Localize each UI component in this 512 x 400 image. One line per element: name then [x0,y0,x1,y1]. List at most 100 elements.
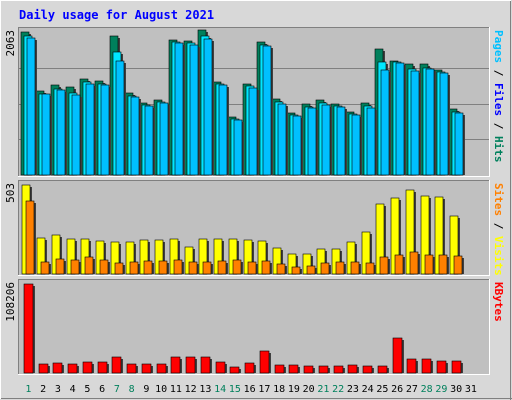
bar-pages-day-18 [277,103,287,176]
bar-sites-day-10 [158,260,168,275]
bar-pages-day-25 [380,69,390,176]
bar-pages-day-9 [144,105,154,176]
bar-sites-day-17 [261,260,271,275]
legend-part-0: Pages [492,30,505,63]
legend-part-2: Visits [492,236,505,276]
bar-sites-day-26 [394,254,404,275]
x-tick-label-day-25: 25 [376,384,388,395]
bar-sites-day-25 [379,256,389,275]
x-axis-day-labels: 1 2 3 4 5 6 7 8 9 10 11 12 13 14 15 16 17 18 19 20 21 22 23 24 2… [25,384,477,395]
bar-kbytes-day-1 [23,283,34,374]
bar-pages-day-14 [218,84,228,176]
bar-pages-day-2 [41,93,51,176]
x-tick-label-day-14: 14 [214,384,226,395]
bar-kbytes-day-20 [303,365,314,374]
series-legend-middle: Sites / Visits [492,183,505,276]
bar-pages-day-1 [26,37,36,176]
x-tick-label-day-24: 24 [362,384,374,395]
bar-kbytes-day-24 [362,365,373,374]
bar-pages-day-17 [262,45,272,176]
bar-pages-day-26 [395,62,405,176]
x-tick-label-day-27: 27 [406,384,418,395]
bar-kbytes-day-6 [97,361,108,374]
bar-sites-day-15 [232,259,242,275]
y-axis-max-label: 2063 [4,30,17,57]
x-tick-label-day-15: 15 [229,384,241,395]
bar-sites-day-3 [55,258,65,275]
bar-kbytes-day-13 [200,356,211,374]
bar-sites-day-13 [202,261,212,275]
bar-sites-day-30 [453,255,463,275]
bar-kbytes-day-23 [347,364,358,374]
x-tick-label-day-17: 17 [258,384,270,395]
bar-kbytes-day-7 [111,356,122,374]
bar-sites-day-1 [25,200,35,275]
panel-top: 2063 Pages / Files / Hits [4,27,505,177]
legend-part-3: / [492,116,505,136]
bar-kbytes-day-25 [377,365,388,374]
bar-kbytes-day-28 [421,358,432,374]
legend-part-1: / [492,216,505,236]
x-tick-label-day-23: 23 [347,384,359,395]
bar-pages-day-23 [351,114,361,176]
bar-kbytes-day-9 [141,363,152,374]
x-tick-label-day-28: 28 [421,384,433,395]
bar-sites-day-22 [335,261,345,275]
series-kbytes [23,283,463,374]
bar-sites-day-8 [129,261,139,275]
x-tick-label-day-20: 20 [303,384,315,395]
bar-pages-day-28 [425,68,435,176]
y-axis-max-label: 108206 [4,282,17,322]
x-tick-label-day-2: 2 [40,384,46,395]
legend-part-4: Hits [492,136,505,163]
legend-part-2: Files [492,83,505,116]
panel-bottom: 108206 KBytes [4,279,505,375]
bar-pages-day-27 [410,70,420,176]
x-tick-label-day-10: 10 [155,384,167,395]
bar-kbytes-day-29 [436,360,447,374]
chart-panels: 2063 Pages / Files / Hits 503 Sites / Visit… [4,27,505,375]
bar-kbytes-day-11 [170,356,181,374]
bar-sites-day-20 [306,265,316,275]
bar-pages-day-3 [56,89,66,176]
bar-kbytes-day-12 [185,356,196,374]
x-tick-label-day-19: 19 [288,384,300,395]
bar-pages-day-8 [130,96,140,176]
bar-pages-day-6 [100,84,110,176]
x-tick-label-day-12: 12 [185,384,197,395]
bar-kbytes-day-5 [82,361,93,374]
bar-kbytes-day-3 [52,362,63,374]
bar-pages-day-15 [233,119,243,176]
bar-pages-day-29 [439,72,449,176]
x-tick-label-day-30: 30 [450,384,462,395]
x-tick-label-day-7: 7 [114,384,120,395]
bar-pages-day-11 [174,42,184,176]
series-legend-bottom: KBytes [492,282,505,322]
bar-sites-day-27 [409,251,419,275]
bar-pages-day-21 [321,104,331,176]
x-tick-label-day-5: 5 [84,384,90,395]
bar-pages-day-12 [189,44,199,176]
bar-kbytes-day-19 [288,364,299,374]
legend-part-0: KBytes [492,282,505,322]
x-tick-label-day-13: 13 [199,384,211,395]
bar-kbytes-day-27 [406,358,417,374]
bar-kbytes-day-10 [156,363,167,374]
bar-sites-day-23 [350,261,360,275]
chart-title: Daily usage for August 2021 [19,8,214,22]
x-tick-label-day-22: 22 [332,384,344,395]
bar-pages-day-4 [71,94,81,176]
bar-pages-day-22 [336,106,346,176]
bar-kbytes-day-15 [229,366,240,374]
bar-sites-day-4 [70,259,80,275]
bar-pages-day-10 [159,102,169,176]
x-tick-label-day-26: 26 [391,384,403,395]
bar-sites-day-9 [143,260,153,275]
panel-background [18,279,490,375]
bar-sites-day-16 [247,261,257,275]
bar-kbytes-day-14 [215,361,226,374]
x-tick-label-day-29: 29 [435,384,447,395]
series-pages [26,37,465,176]
